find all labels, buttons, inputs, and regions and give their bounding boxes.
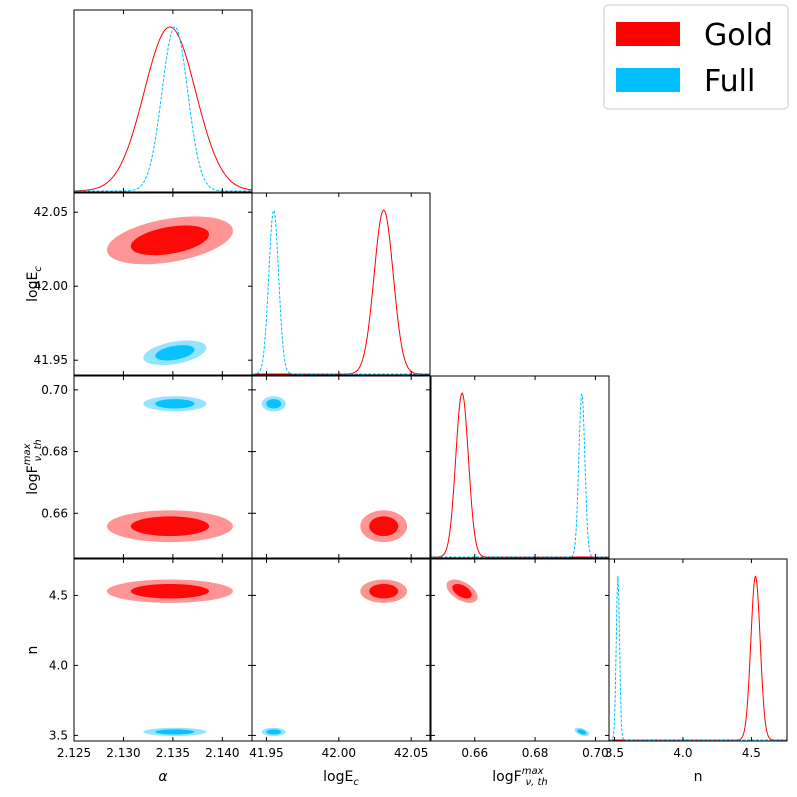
- marginal-curve-gold: [74, 26, 252, 192]
- panel-bg-logF-logF: [431, 376, 609, 558]
- panel-frame: [251, 558, 431, 742]
- panel-bg-alpha-alpha: [74, 10, 252, 192]
- y-tick-label-logEc: 41.95: [34, 353, 68, 367]
- y-tick-label-n: 4.0: [49, 658, 68, 672]
- x-tick-label-alpha: 2.135: [156, 746, 190, 760]
- panel-bg-n-logEc: [252, 559, 430, 741]
- panel-bg-logEc-alpha: [74, 193, 252, 375]
- x-tick-label-logF: 0.66: [461, 746, 488, 760]
- x-tick-label-logF: 0.70: [582, 746, 609, 760]
- marginal-curve-full: [431, 394, 609, 558]
- x-tick-label-logF: 0.68: [522, 746, 549, 760]
- panel-frame: [251, 192, 431, 376]
- panel-frame: [430, 375, 610, 559]
- y-tick-label-logEc: 42.00: [34, 279, 68, 293]
- legend: Gold Full: [603, 4, 789, 110]
- panel-n-vs-logF: [446, 579, 590, 737]
- legend-swatch-gold: [616, 22, 680, 46]
- marginal-logF: [431, 391, 609, 558]
- contour-68-full: [155, 399, 195, 409]
- marginal-curve-full: [252, 209, 430, 375]
- x-axis-label-logEc: logEc: [323, 769, 359, 788]
- x-tick-label-logEc: 42.00: [322, 746, 356, 760]
- contour-68-full: [266, 399, 282, 409]
- y-tick-label-logF: 0.68: [41, 445, 68, 459]
- panel-n-vs-logEc: [261, 579, 408, 737]
- marginal-curve-gold: [431, 391, 609, 558]
- contour-68-full: [266, 729, 282, 735]
- x-tick-label-n: 3.5: [605, 746, 624, 760]
- y-axis-label-logEc: logEc: [25, 266, 44, 302]
- x-tick-label-n: 4.5: [742, 746, 761, 760]
- panel-frame: [73, 9, 253, 193]
- y-tick-label-logEc: 42.05: [34, 205, 68, 219]
- y-tick-label-n: 3.5: [49, 728, 68, 742]
- contour-68-gold: [130, 225, 209, 256]
- panel-bg-logF-logEc: [252, 376, 430, 558]
- panel-n-vs-alpha: [106, 579, 233, 737]
- x-tick-label-alpha: 2.125: [57, 746, 91, 760]
- panel-frame: [608, 558, 788, 742]
- y-tick-label-n: 4.5: [49, 588, 68, 602]
- contour-68-full: [155, 345, 195, 361]
- x-tick-label-alpha: 2.140: [205, 746, 239, 760]
- contour-68-gold: [369, 516, 399, 537]
- panel-bg-logEc-logEc: [252, 193, 430, 375]
- x-tick-label-alpha: 2.130: [106, 746, 140, 760]
- contour-68-full: [155, 729, 195, 735]
- contour-68-gold: [452, 583, 472, 599]
- panel-logF-vs-logEc: [261, 396, 408, 543]
- marginal-n: [609, 575, 787, 741]
- contour-68-gold: [130, 583, 209, 599]
- panel-logEc-vs-alpha: [106, 216, 233, 366]
- x-axis-label-logF: logFmax ν, th: [492, 766, 547, 788]
- y-axis-label-logF: logFmaxν, th: [22, 439, 44, 494]
- x-tick-label-n: 4.0: [673, 746, 692, 760]
- y-tick-label-logF: 0.70: [41, 383, 68, 397]
- contour-68-full: [577, 729, 587, 735]
- legend-label-gold: Gold: [704, 18, 773, 53]
- x-tick-label-logEc: 42.05: [394, 746, 428, 760]
- contour-68-gold: [130, 516, 209, 537]
- y-tick-label-logF: 0.66: [41, 506, 68, 520]
- marginal-curve-full: [609, 575, 787, 741]
- y-axis-label-n: n: [25, 646, 41, 655]
- panel-frame: [251, 375, 431, 559]
- x-tick-label-logEc: 41.95: [249, 746, 283, 760]
- contour-68-gold: [369, 583, 399, 599]
- legend-swatch-full: [616, 68, 680, 92]
- legend-label-full: Full: [704, 64, 755, 99]
- x-axis-label-n: n: [694, 769, 703, 785]
- marginal-curve-gold: [252, 209, 430, 375]
- panel-logF-vs-alpha: [106, 396, 233, 543]
- x-axis-label-alpha: α: [158, 769, 168, 785]
- marginal-logEc: [252, 209, 430, 375]
